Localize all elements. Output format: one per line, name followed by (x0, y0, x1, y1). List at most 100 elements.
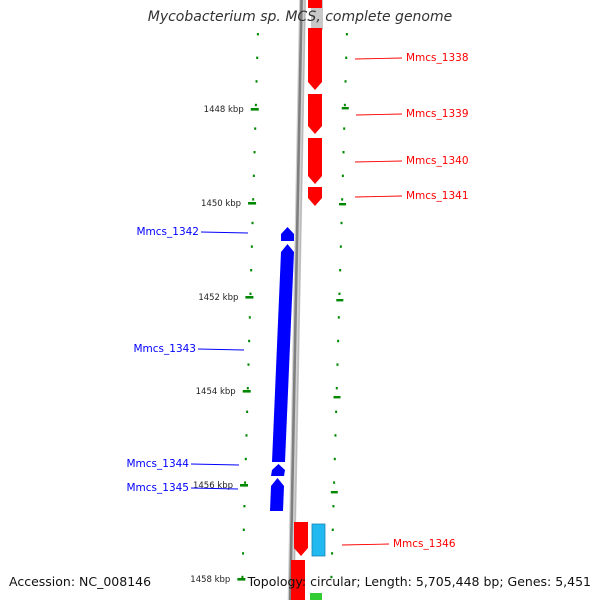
scale-label: 1448 kbp (204, 105, 244, 115)
gene-label-leader (354, 195, 403, 198)
outer-tick-mark (345, 33, 348, 36)
gene-label: Mmcs_1338 (406, 52, 469, 64)
outer-tick-mark (330, 575, 333, 579)
gene-mmcs-1343 (272, 244, 294, 462)
scale-major-tick (237, 578, 246, 581)
outer-tick-mark (332, 505, 335, 508)
inner-tick-mark (242, 552, 245, 555)
gene-label: Mmcs_1341 (406, 190, 469, 202)
gene-label-leader (200, 231, 249, 234)
outer-tick-mark (331, 528, 334, 531)
gene-label: Mmcs_1339 (406, 108, 469, 120)
inner-tick-mark (248, 316, 251, 319)
outer-tick-mark (336, 363, 339, 366)
inner-tick-mark (243, 505, 246, 508)
topology-summary: Topology: circular; Length: 5,705,448 bp… (247, 574, 591, 589)
gene-mmcs-1339 (308, 94, 322, 134)
outer-tick-mark (333, 481, 336, 484)
outer-tick-mark (341, 174, 344, 177)
outer-tick-mark (338, 292, 341, 295)
scale-label: 1454 kbp (196, 387, 236, 397)
outer-tick-mark (333, 457, 336, 461)
inner-tick-mark (242, 528, 245, 531)
outer-tick-mark (343, 127, 346, 130)
outer-tick-mark (335, 387, 338, 390)
gene-label: Mmcs_1340 (406, 155, 469, 167)
scale-label: 1452 kbp (198, 293, 238, 303)
gene-label-leader (190, 463, 240, 466)
outer-major-tick (333, 396, 341, 399)
gene-label-leader (197, 348, 245, 351)
outer-tick-mark (340, 221, 343, 225)
scale-major-tick (250, 108, 259, 111)
scale-major-tick (248, 202, 257, 205)
gene-label-leader (190, 487, 239, 490)
gene-mmcs-1344 (271, 464, 285, 476)
feature-green-fragment (310, 593, 322, 600)
outer-tick-mark (339, 245, 342, 248)
outer-tick-mark (344, 80, 347, 83)
scale-major-tick (240, 484, 249, 487)
scale-label: 1450 kbp (201, 199, 241, 209)
inner-tick-mark (251, 221, 254, 225)
inner-tick-mark (252, 198, 255, 201)
gene-label-leader (354, 57, 403, 60)
inner-tick-mark (254, 103, 257, 107)
gene-label: Mmcs_1346 (393, 538, 456, 550)
gene-mmcs-1340 (308, 138, 322, 184)
gene-label-leader (354, 160, 403, 163)
outer-tick-mark (334, 434, 337, 437)
inner-tick-mark (241, 575, 244, 579)
gene-mmcs-1345 (270, 478, 284, 511)
outer-tick-mark (343, 103, 346, 107)
outer-major-tick (339, 203, 347, 206)
gene-label-leader (341, 543, 390, 546)
feature-layer (270, 0, 326, 600)
outer-tick-mark (331, 552, 334, 555)
inner-tick-mark (246, 387, 249, 390)
gene-mmcs-1347-fragment (291, 560, 305, 600)
outer-major-tick (341, 107, 349, 110)
outer-tick-mark (345, 56, 348, 59)
gene-mmcs-1337-fragment (308, 0, 322, 8)
feature-cyan (311, 523, 326, 557)
outer-major-tick (330, 491, 338, 494)
gene-mmcs-1338 (308, 28, 322, 90)
scale-label: 1458 kbp (190, 575, 230, 585)
tick-layer (237, 33, 349, 581)
inner-tick-mark (248, 339, 251, 343)
gene-label: Mmcs_1344 (126, 458, 189, 470)
outer-tick-mark (337, 316, 340, 319)
outer-tick-mark (339, 269, 342, 272)
outer-tick-mark (342, 151, 345, 154)
backbone-outline (293, 0, 306, 600)
gene-label: Mmcs_1343 (133, 343, 196, 355)
gene-label-leader (355, 113, 403, 116)
accession-text: Accession: NC_008146 (9, 574, 152, 589)
inner-tick-mark (246, 410, 249, 413)
gene-mmcs-1346 (294, 522, 308, 556)
outer-tick-mark (341, 198, 344, 201)
inner-tick-mark (256, 56, 259, 59)
outer-tick-mark (335, 410, 338, 413)
scale-major-tick (245, 296, 254, 299)
gene-label: Mmcs_1342 (136, 226, 199, 238)
backbone-line (288, 0, 303, 600)
gene-mmcs-1341 (308, 187, 322, 206)
gene-label: Mmcs_1345 (126, 482, 189, 494)
gene-mmcs-1342 (281, 227, 294, 241)
scale-label: 1456 kbp (193, 481, 233, 491)
inner-tick-mark (244, 481, 247, 484)
inner-tick-mark (249, 292, 252, 295)
inner-tick-mark (250, 269, 253, 272)
backbone-layer (287, 0, 323, 600)
inner-tick-mark (250, 245, 253, 248)
map-title: Mycobacterium sp. MCS, complete genome (147, 9, 453, 25)
inner-tick-mark (254, 127, 257, 130)
scale-major-tick (242, 390, 251, 393)
outer-major-tick (336, 299, 344, 302)
inner-tick-mark (247, 363, 250, 366)
inner-tick-mark (256, 33, 259, 36)
